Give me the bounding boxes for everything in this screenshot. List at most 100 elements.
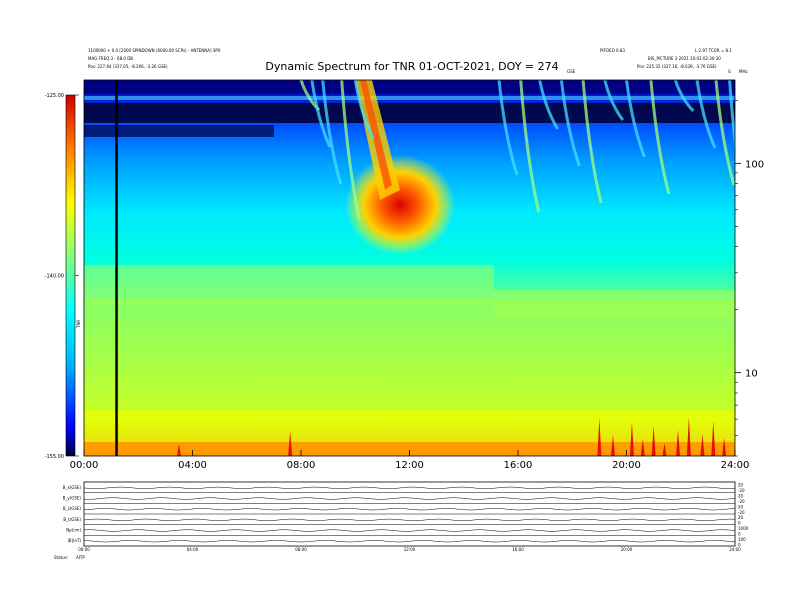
colorbar-tick-label: -125.00 <box>45 93 64 99</box>
header-left-line3: Pos: 227.84 (337.05, -8.206, -3.26 GSE) <box>88 64 168 69</box>
panel-right-label: -20 <box>738 488 745 493</box>
panel-right-label: 100 <box>738 537 746 542</box>
x-tick-label: 08:00 <box>287 460 316 471</box>
header-right-line2: L 2.97 TCOR = 8.1 <box>695 48 732 53</box>
streak <box>625 80 646 158</box>
panel-x-tick-label: 00:00 <box>78 547 90 552</box>
y-tick-label: 100 <box>745 159 764 170</box>
streak <box>728 80 735 154</box>
panel-trace <box>83 508 736 511</box>
x-tick-label: 00:00 <box>70 460 99 471</box>
panel-label: B_z(GSE) <box>63 506 82 511</box>
band-top <box>84 80 735 94</box>
y-tick-label: 10 <box>745 369 758 380</box>
streak <box>649 80 671 195</box>
panel-x-tick-label: 16:00 <box>512 547 524 552</box>
bottom-spikes <box>176 417 727 456</box>
spike <box>629 422 634 456</box>
streak <box>603 80 625 121</box>
streak <box>340 80 362 222</box>
panel-trace <box>83 529 736 532</box>
plateau-green <box>84 265 494 305</box>
spectrogram <box>84 80 735 456</box>
panel-trace <box>83 486 736 489</box>
panel-right-label: 0 <box>738 532 741 537</box>
spike <box>722 438 727 456</box>
lower-yellow <box>84 410 735 442</box>
streak <box>321 80 343 185</box>
lower-panels: B_x(GSE) B_y(GSE) B_z(GSE) B_t(GSE) Np(cm) |B… <box>63 483 749 553</box>
header-left-line2: MAG FREQ 3 - 68.0 DB <box>88 56 133 61</box>
streak <box>497 80 519 176</box>
spike <box>651 426 656 456</box>
colorbar <box>65 94 76 457</box>
panel-right-label: -20 <box>738 510 745 515</box>
x-tick-label: 24:00 <box>721 460 750 471</box>
streak <box>559 80 581 167</box>
panel-x-tick-label: 24:00 <box>729 547 741 552</box>
streak <box>519 80 541 213</box>
spike <box>288 431 293 456</box>
x-tick-label: 04:00 <box>178 460 207 471</box>
streak <box>353 80 375 139</box>
panel-right-label: 20 <box>738 483 744 488</box>
header-right-line4: Pos: 225.32 (337.16, -8.039, -3.76 GSE) <box>637 64 717 69</box>
spike <box>700 434 705 456</box>
streak <box>581 80 603 204</box>
streak <box>714 80 735 186</box>
streak <box>695 80 717 149</box>
header-small-g: G <box>728 69 731 74</box>
spike <box>676 430 681 456</box>
band-dark-1 <box>84 103 735 123</box>
burst-streak-core <box>360 80 392 190</box>
chart-title: Dynamic Spectrum for TNR 01-OCT-2021, DO… <box>265 60 558 73</box>
colorbar-label: TNR <box>76 320 81 329</box>
x-tick-label: 20:00 <box>612 460 641 471</box>
panel-trace <box>83 497 736 500</box>
panel-right-label: 1000 <box>738 526 749 531</box>
streak <box>673 80 695 113</box>
header-left-line1: 1100000 + 0.0 [2000 SPINDOWN (6000.00 SC… <box>88 48 221 53</box>
header-right-line3: BIS_PICTURE 3 2021 10:03 02:30:30 <box>648 56 721 61</box>
spike <box>686 417 691 456</box>
streak <box>538 80 559 130</box>
panel-right-label: 0 <box>738 543 741 548</box>
footer-status: Status: <box>54 555 68 560</box>
panel-label: B_t(GSE) <box>63 517 81 522</box>
panel-right-label: -20 <box>738 499 745 504</box>
band-light <box>84 96 735 100</box>
colorbar-tick-label: -140.00 <box>45 274 64 280</box>
streak <box>310 80 332 148</box>
footer-aitp: AITP <box>76 555 85 560</box>
panel-right-label: 20 <box>738 493 744 498</box>
panel-right-label: 20 <box>738 504 744 509</box>
header-right-line1: PIFOEO 0.83 <box>600 48 625 53</box>
panel-x-tick-label: 08:00 <box>295 547 307 552</box>
type-iii-streaks <box>299 80 735 222</box>
x-tick-label: 16:00 <box>504 460 533 471</box>
panel-x-tick-label: 04:00 <box>187 547 199 552</box>
y-axis-right: 100 10 <box>735 99 764 457</box>
lower-green <box>84 300 735 410</box>
colorbar-ticks: -125.00 -140.00 -155.00 <box>45 93 79 460</box>
panel-label: B_x(GSE) <box>63 485 82 490</box>
panel-label: B_y(GSE) <box>63 496 82 501</box>
spike <box>662 443 667 456</box>
band-dark-2 <box>84 125 274 137</box>
spike <box>597 418 602 456</box>
radio-burst <box>345 155 455 255</box>
header-small-gse: GSE <box>567 69 576 74</box>
header-small-mhz: MHz <box>739 69 748 74</box>
spike <box>640 439 645 456</box>
spike <box>610 435 615 456</box>
panel-right-label: 0 <box>738 521 741 526</box>
panel-right-label: 20 <box>738 515 744 520</box>
x-tick-label: 12:00 <box>395 460 424 471</box>
spike <box>176 444 181 456</box>
panel-label: Np(cm) <box>66 528 81 533</box>
panel-trace <box>83 540 736 543</box>
panel-x-tick-label: 20:00 <box>621 547 633 552</box>
bottom-orange <box>84 442 735 456</box>
panel-trace <box>83 518 736 521</box>
